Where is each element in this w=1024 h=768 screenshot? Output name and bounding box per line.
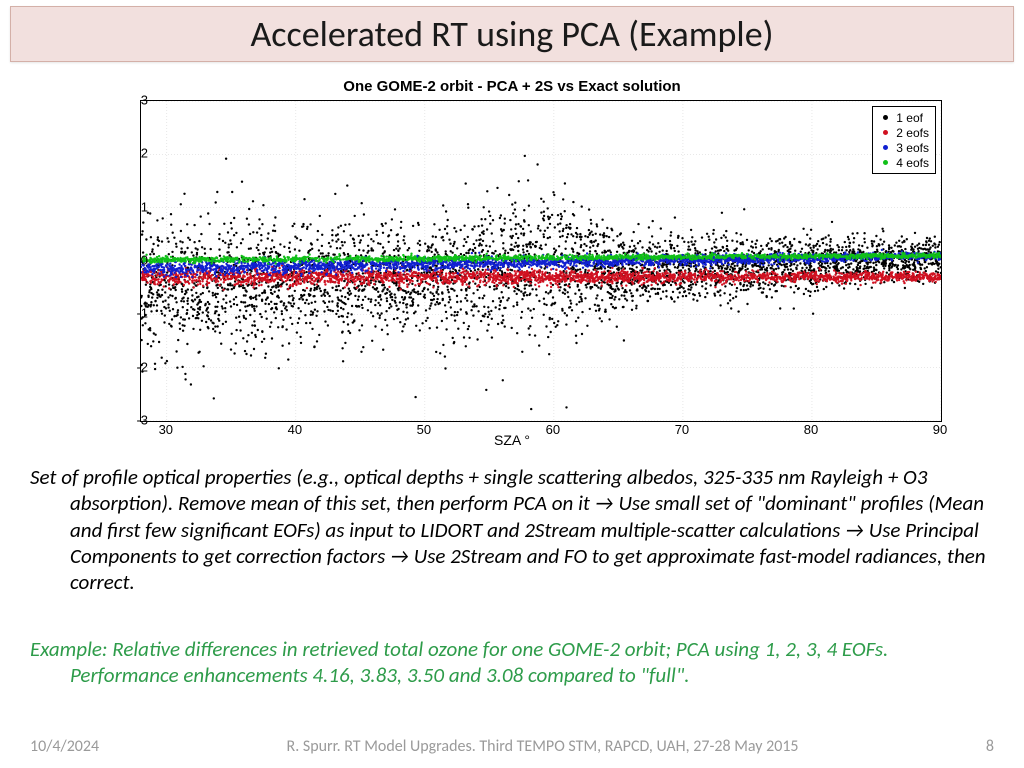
- ytick-label: -3: [118, 413, 148, 428]
- slide-title: Accelerated RT using PCA (Example): [250, 12, 773, 56]
- chart-title: One GOME-2 orbit - PCA + 2S vs Exact sol…: [70, 78, 954, 95]
- footer-center: R. Spurr. RT Model Upgrades. Third TEMPO…: [286, 737, 798, 756]
- chart-legend: 1 eof 2 eofs 3 eofs 4 eofs: [872, 106, 936, 174]
- ytick-label: -2: [118, 359, 148, 374]
- legend-item: 4 eofs: [879, 155, 929, 170]
- ytick-label: 1: [118, 199, 148, 214]
- slide-footer: 10/4/2024 R. Spurr. RT Model Upgrades. T…: [30, 737, 994, 756]
- chart-xlabel: SZA °: [70, 432, 954, 448]
- ytick-label: -1: [118, 306, 148, 321]
- scatter-chart: One GOME-2 orbit - PCA + 2S vs Exact sol…: [70, 78, 954, 448]
- footer-date: 10/4/2024: [30, 737, 99, 756]
- legend-label: 2 eofs: [896, 126, 929, 140]
- footer-page: 8: [986, 737, 994, 756]
- legend-item: 1 eof: [879, 110, 929, 125]
- title-bar: Accelerated RT using PCA (Example): [10, 6, 1014, 62]
- legend-label: 1 eof: [896, 111, 923, 125]
- ytick-label: 2: [118, 146, 148, 161]
- ytick-label: 0: [118, 253, 148, 268]
- legend-item: 3 eofs: [879, 140, 929, 155]
- ytick-label: 3: [118, 93, 148, 108]
- legend-item: 2 eofs: [879, 125, 929, 140]
- legend-label: 4 eofs: [896, 156, 929, 170]
- chart-plot-area: 1 eof 2 eofs 3 eofs 4 eofs: [140, 100, 942, 422]
- legend-label: 3 eofs: [896, 141, 929, 155]
- body-paragraph: Set of profile optical properties (e.g.,…: [30, 464, 994, 595]
- example-paragraph: Example: Relative differences in retriev…: [30, 636, 994, 689]
